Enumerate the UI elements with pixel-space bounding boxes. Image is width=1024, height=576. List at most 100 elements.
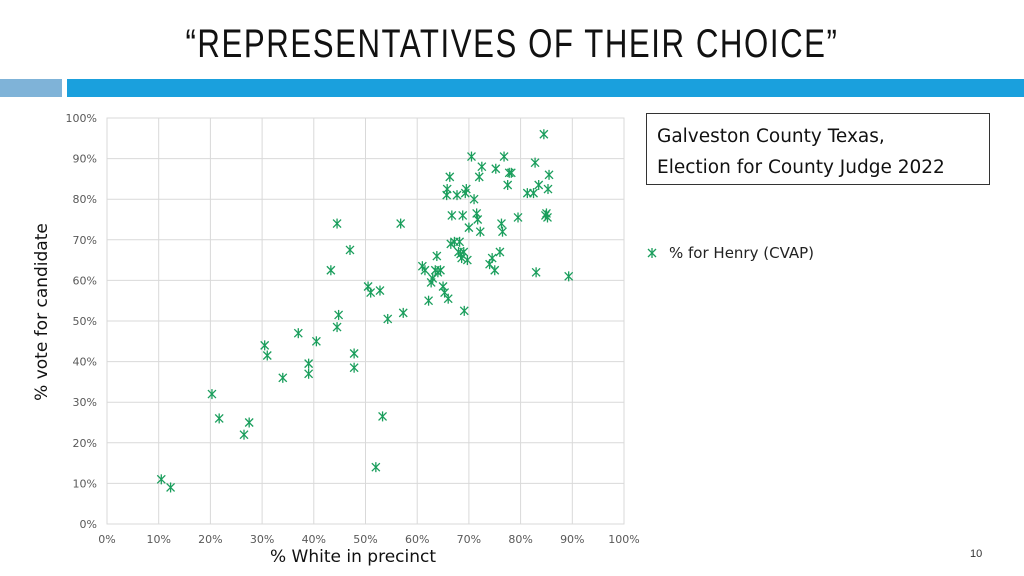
x-tick-label: 80% xyxy=(508,533,532,546)
chart-legend: % for Henry (CVAP) xyxy=(645,244,814,262)
data-point xyxy=(207,389,217,400)
data-point xyxy=(474,171,484,182)
data-point xyxy=(442,184,452,195)
data-point xyxy=(304,368,314,379)
data-point xyxy=(506,167,516,178)
data-point xyxy=(487,253,497,264)
x-axis-ticks: 0% 10% 20% 30% 40% 50% 60% 70% 80% 90% 100% xyxy=(98,533,639,546)
data-point xyxy=(461,184,471,195)
data-point xyxy=(366,287,376,298)
info-box: Galveston County Texas, Election for Cou… xyxy=(646,113,990,185)
data-point xyxy=(334,309,344,320)
data-point xyxy=(449,236,459,247)
data-point xyxy=(304,358,314,369)
data-point xyxy=(278,372,288,383)
x-tick-label: 50% xyxy=(353,533,377,546)
data-point xyxy=(498,226,507,237)
data-point xyxy=(443,293,453,304)
data-point xyxy=(424,295,434,306)
info-box-line-1: Galveston County Texas, xyxy=(657,126,885,147)
data-point xyxy=(447,210,457,221)
data-point xyxy=(260,340,270,351)
x-tick-label: 30% xyxy=(250,533,274,546)
x-tick-label: 100% xyxy=(608,533,639,546)
data-point xyxy=(371,462,381,473)
x-tick-label: 90% xyxy=(560,533,584,546)
y-tick-label: 30% xyxy=(73,396,97,409)
x-tick-label: 10% xyxy=(146,533,170,546)
data-point xyxy=(445,171,455,182)
data-points xyxy=(156,129,574,493)
data-point xyxy=(293,328,303,339)
y-tick-label: 50% xyxy=(73,315,97,328)
grid-lines xyxy=(106,117,625,525)
y-axis-label: % vote for candidate xyxy=(32,223,52,401)
data-point xyxy=(438,281,448,292)
x-tick-label: 70% xyxy=(457,533,481,546)
data-point xyxy=(477,161,487,172)
data-point xyxy=(530,157,540,168)
y-tick-label: 90% xyxy=(73,153,97,166)
data-point xyxy=(345,244,355,255)
data-point xyxy=(332,218,342,229)
y-tick-label: 0% xyxy=(80,518,97,531)
y-axis-ticks: 0% 10% 20% 30% 40% 50% 60% 70% 80% 90% 100% xyxy=(66,112,97,531)
data-point xyxy=(462,255,472,266)
info-box-line-2: Election for County Judge 2022 xyxy=(657,157,945,178)
data-point xyxy=(458,210,468,221)
data-point xyxy=(491,163,501,174)
data-point xyxy=(513,212,523,223)
data-point xyxy=(543,184,553,195)
data-point xyxy=(529,188,538,199)
y-tick-label: 80% xyxy=(73,193,97,206)
data-point xyxy=(531,267,541,278)
data-point xyxy=(473,214,483,225)
y-tick-label: 40% xyxy=(73,356,97,369)
data-point xyxy=(467,151,476,162)
data-point xyxy=(475,226,485,237)
data-point xyxy=(440,287,450,298)
x-tick-label: 20% xyxy=(198,533,222,546)
data-point xyxy=(497,218,506,229)
data-point xyxy=(396,218,406,229)
page-number: 10 xyxy=(970,548,983,560)
data-point xyxy=(349,362,359,373)
title-accent-bar-left xyxy=(0,79,62,97)
x-tick-label: 0% xyxy=(98,533,115,546)
data-point xyxy=(156,474,166,485)
data-point xyxy=(452,190,462,201)
data-point xyxy=(428,273,438,284)
y-tick-label: 20% xyxy=(73,437,97,450)
y-tick-label: 70% xyxy=(73,234,97,247)
data-point xyxy=(239,429,249,440)
data-point xyxy=(564,271,574,282)
data-point xyxy=(436,265,445,276)
data-point xyxy=(464,222,474,233)
data-point xyxy=(332,322,342,333)
x-tick-label: 40% xyxy=(302,533,326,546)
title-accent-bar-right xyxy=(67,79,1024,97)
y-tick-label: 60% xyxy=(73,274,97,287)
data-point xyxy=(349,348,359,359)
data-point xyxy=(495,246,505,257)
x-tick-label: 60% xyxy=(405,533,429,546)
data-point xyxy=(214,413,224,424)
data-point xyxy=(459,305,469,316)
y-tick-label: 10% xyxy=(73,477,97,490)
data-point xyxy=(539,129,549,140)
data-point xyxy=(378,411,388,422)
data-point xyxy=(420,265,430,276)
data-point xyxy=(166,482,176,493)
data-point xyxy=(455,236,465,247)
data-point xyxy=(459,246,469,257)
legend-label: % for Henry (CVAP) xyxy=(669,244,815,262)
data-point xyxy=(244,417,254,428)
data-point xyxy=(544,169,554,180)
data-point xyxy=(432,251,442,262)
x-axis-label: % White in precinct xyxy=(270,547,437,567)
legend-marker-icon xyxy=(647,248,657,258)
data-point xyxy=(534,179,544,190)
data-point xyxy=(311,336,321,347)
y-tick-label: 100% xyxy=(66,112,97,125)
data-point xyxy=(326,265,336,276)
